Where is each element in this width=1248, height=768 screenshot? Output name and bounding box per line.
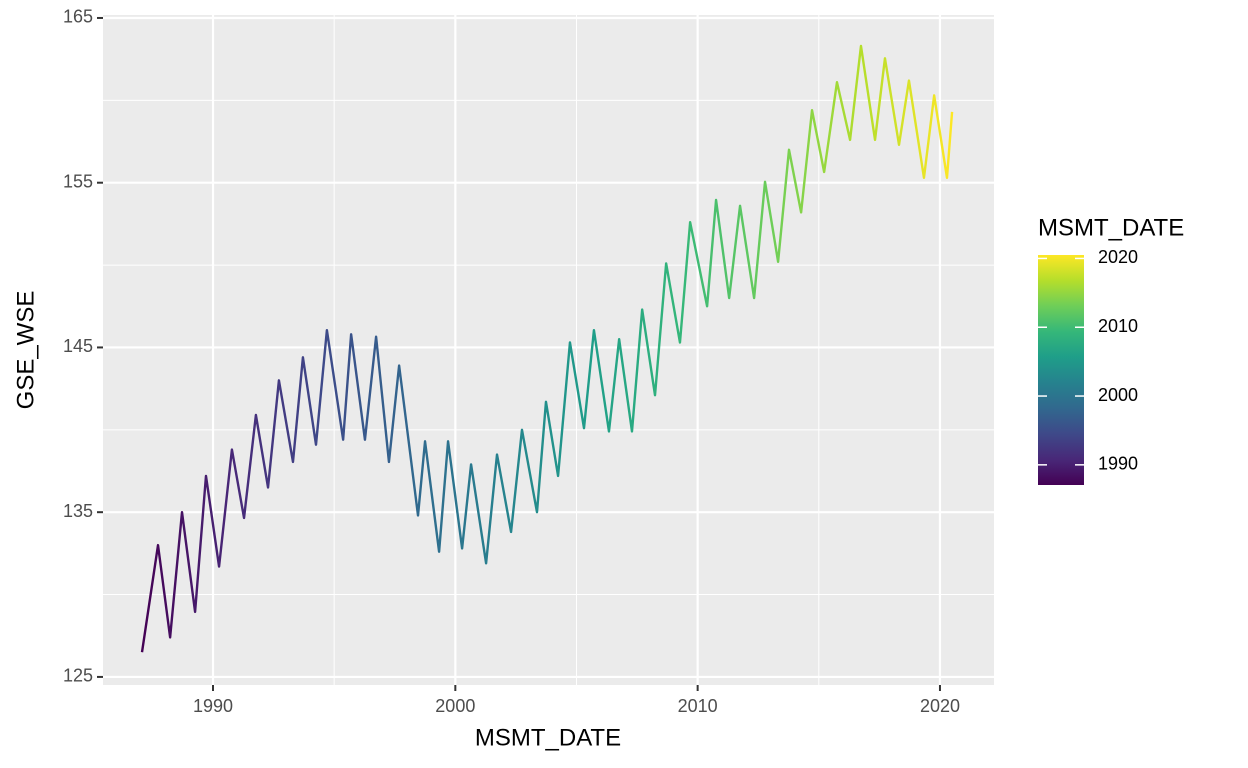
legend-label: 2010 [1098, 316, 1138, 336]
legend-label: 2020 [1098, 247, 1138, 267]
legend-label: 2000 [1098, 385, 1138, 405]
y-tick-label: 125 [63, 666, 93, 686]
x-axis-title: MSMT_DATE [475, 724, 621, 751]
y-tick-label: 145 [63, 336, 93, 356]
y-tick-label: 165 [63, 7, 93, 27]
x-tick-label: 2010 [678, 696, 718, 716]
y-axis-title: GSE_WSE [12, 291, 39, 410]
legend-label: 1990 [1098, 454, 1138, 474]
y-tick-label: 155 [63, 171, 93, 191]
data-line [140, 44, 954, 653]
x-tick-label: 2000 [435, 696, 475, 716]
colorbar [1038, 255, 1084, 485]
y-tick-label: 135 [63, 501, 93, 521]
x-tick-label: 1990 [193, 696, 233, 716]
legend-title: MSMT_DATE [1038, 214, 1184, 241]
plot-panel [103, 15, 994, 685]
x-tick-label: 2020 [920, 696, 960, 716]
